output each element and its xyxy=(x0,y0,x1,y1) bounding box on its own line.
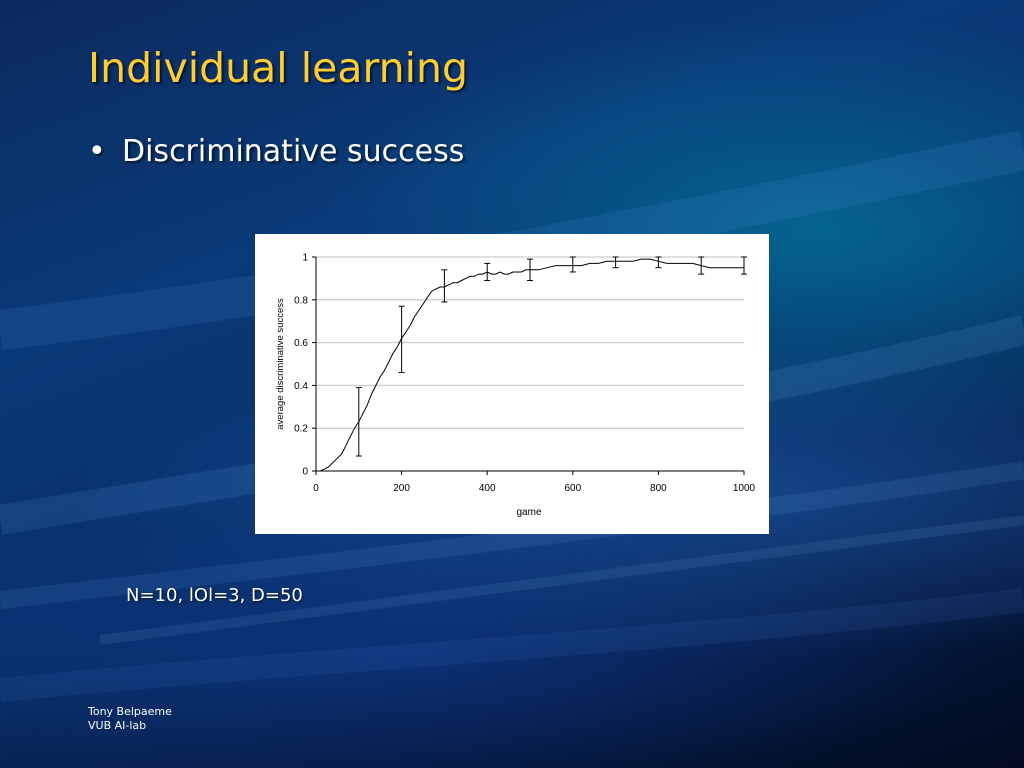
x-tick-label: 800 xyxy=(650,483,667,494)
error-bar xyxy=(741,256,747,275)
y-tick-label: 1 xyxy=(302,253,308,264)
bullet-text: Discriminative success xyxy=(122,134,465,169)
x-tick-label: 0 xyxy=(313,483,319,494)
error-bar xyxy=(569,256,576,273)
x-tick-label: 200 xyxy=(393,483,410,494)
y-tick-label: 0.4 xyxy=(294,381,308,392)
y-tick-label: 0.8 xyxy=(294,295,308,306)
grid-lines xyxy=(316,256,744,429)
error-bar xyxy=(655,256,662,269)
y-axis-label: average discriminative success xyxy=(275,298,286,430)
x-axis-label: game xyxy=(516,507,541,518)
error-bars xyxy=(355,256,747,457)
parameter-note: N=10, lOl=3, D=50 xyxy=(126,585,303,606)
line-chart: 0 0.2 0.4 0.6 0.8 1 0 200 400 600 800 1000 game av… xyxy=(275,253,756,519)
footer-author: Tony Belpaeme xyxy=(88,705,172,718)
x-tick-label: 600 xyxy=(564,483,581,494)
axes xyxy=(312,256,745,475)
slide-title: Individual learning xyxy=(88,44,468,92)
x-tick-labels: 0 200 400 600 800 1000 xyxy=(313,483,755,494)
chart-panel: 0 0.2 0.4 0.6 0.8 1 0 200 400 600 800 1000 game av… xyxy=(255,234,769,534)
series-line xyxy=(316,258,744,472)
footer-affiliation: VUB AI-lab xyxy=(88,719,147,732)
x-tick-label: 1000 xyxy=(733,483,756,494)
error-bar xyxy=(612,256,619,269)
y-tick-label: 0.2 xyxy=(294,424,308,435)
y-tick-label: 0 xyxy=(302,467,308,478)
error-bar xyxy=(441,269,448,303)
y-tick-labels: 0 0.2 0.4 0.6 0.8 1 xyxy=(294,253,308,478)
y-tick-label: 0.6 xyxy=(294,338,308,349)
footer: Tony Belpaeme VUB AI-lab xyxy=(88,705,172,733)
x-tick-label: 400 xyxy=(479,483,496,494)
bullet-glyph: • xyxy=(88,134,106,169)
bullet-item: • Discriminative success xyxy=(88,134,464,169)
